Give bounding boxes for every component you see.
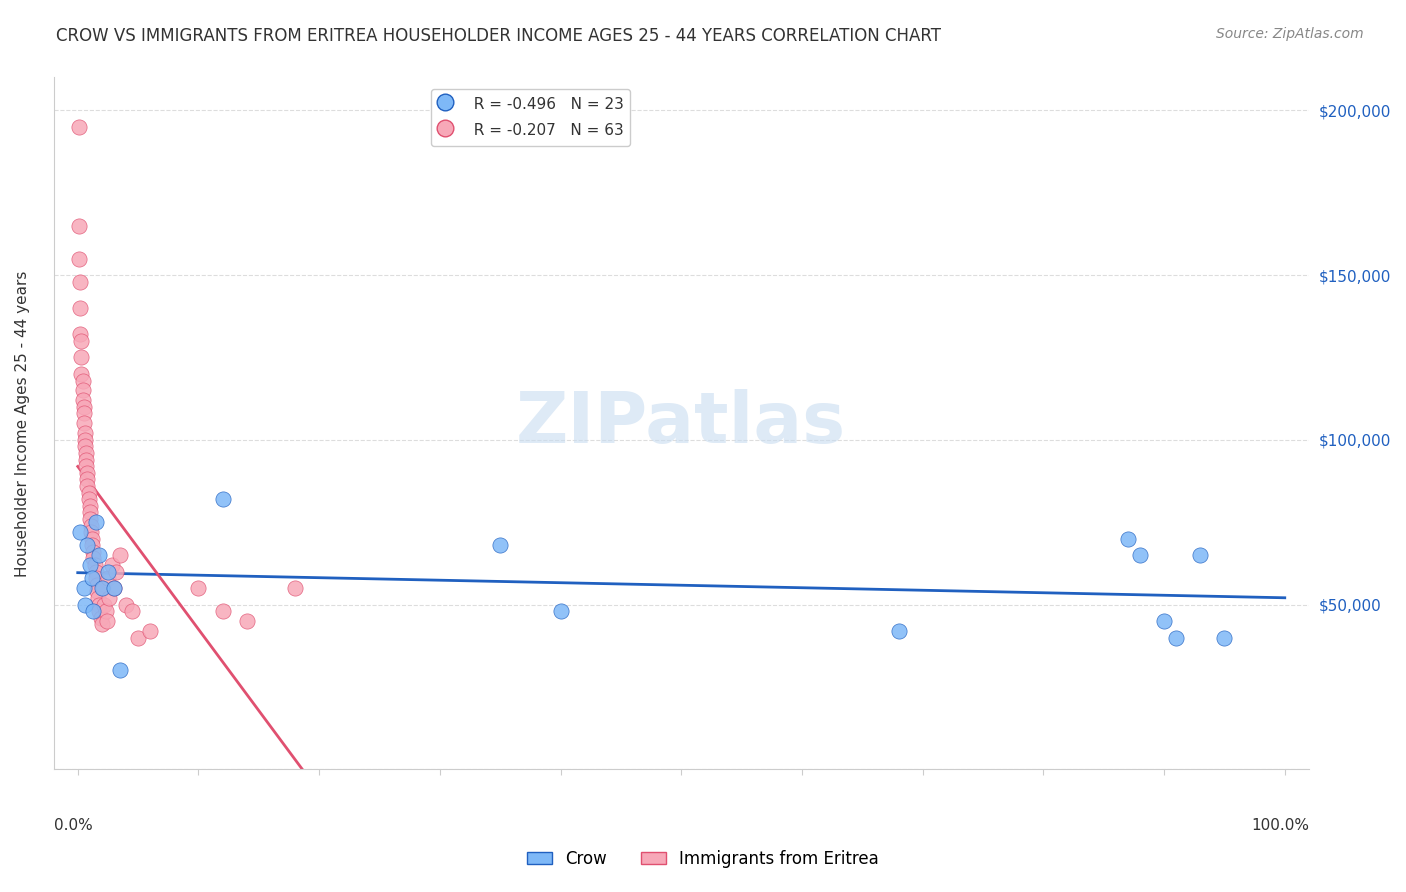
Point — [108, 664, 131, 678]
Point — [80, 525, 103, 540]
Point — [70, 334, 93, 348]
Point — [82, 571, 104, 585]
Point — [75, 446, 97, 460]
Point — [76, 466, 98, 480]
Point — [73, 581, 96, 595]
Point — [73, 400, 96, 414]
Point — [121, 604, 143, 618]
Point — [187, 581, 209, 595]
Point — [84, 571, 107, 585]
Point — [83, 558, 105, 572]
Legend:   R = -0.496   N = 23,   R = -0.207   N = 63: R = -0.496 N = 23, R = -0.207 N = 63 — [430, 88, 630, 145]
Point — [82, 545, 104, 559]
Point — [73, 426, 96, 441]
Point — [82, 532, 104, 546]
Point — [79, 499, 101, 513]
Point — [90, 617, 112, 632]
Point — [139, 624, 162, 638]
Point — [69, 275, 91, 289]
Point — [103, 581, 125, 595]
Point — [90, 611, 112, 625]
Point — [235, 614, 257, 628]
Point — [76, 472, 98, 486]
Point — [84, 515, 107, 529]
Point — [69, 301, 91, 315]
Point — [82, 604, 104, 618]
Point — [70, 367, 93, 381]
Point — [89, 604, 111, 618]
Point — [70, 351, 93, 365]
Point — [86, 578, 108, 592]
Text: ZIPatlas: ZIPatlas — [516, 389, 846, 458]
Point — [73, 417, 96, 431]
Point — [72, 374, 94, 388]
Point — [94, 604, 117, 618]
Text: CROW VS IMMIGRANTS FROM ERITREA HOUSEHOLDER INCOME AGES 25 - 44 YEARS CORRELATIO: CROW VS IMMIGRANTS FROM ERITREA HOUSEHOL… — [56, 27, 941, 45]
Point — [97, 571, 120, 585]
Point — [1166, 631, 1188, 645]
Text: 0.0%: 0.0% — [53, 818, 93, 833]
Point — [82, 551, 104, 566]
Point — [127, 631, 149, 645]
Point — [75, 459, 97, 474]
Point — [1213, 631, 1236, 645]
Point — [67, 120, 90, 134]
Point — [72, 384, 94, 398]
Point — [84, 565, 107, 579]
Point — [1129, 548, 1152, 562]
Point — [75, 452, 97, 467]
Point — [67, 219, 90, 233]
Point — [69, 525, 91, 540]
Point — [115, 598, 138, 612]
Point — [284, 581, 307, 595]
Point — [1116, 532, 1139, 546]
Point — [79, 512, 101, 526]
Point — [100, 558, 122, 572]
Point — [90, 581, 112, 595]
Y-axis label: Householder Income Ages 25 - 44 years: Householder Income Ages 25 - 44 years — [15, 270, 30, 576]
Point — [89, 548, 111, 562]
Point — [73, 407, 96, 421]
Point — [77, 492, 100, 507]
Point — [489, 538, 512, 552]
Point — [98, 591, 121, 605]
Point — [86, 584, 108, 599]
Point — [1189, 548, 1212, 562]
Text: 100.0%: 100.0% — [1251, 818, 1309, 833]
Point — [93, 598, 115, 612]
Point — [73, 598, 96, 612]
Point — [77, 485, 100, 500]
Point — [211, 604, 233, 618]
Point — [211, 492, 233, 507]
Text: Source: ZipAtlas.com: Source: ZipAtlas.com — [1216, 27, 1364, 41]
Point — [79, 505, 101, 519]
Point — [91, 581, 114, 595]
Point — [89, 598, 111, 612]
Point — [550, 604, 572, 618]
Point — [76, 538, 98, 552]
Point — [73, 439, 96, 453]
Point — [82, 538, 104, 552]
Point — [1153, 614, 1175, 628]
Point — [79, 558, 101, 572]
Point — [96, 614, 118, 628]
Point — [73, 433, 96, 447]
Point — [76, 479, 98, 493]
Point — [97, 565, 120, 579]
Point — [108, 548, 131, 562]
Point — [72, 393, 94, 408]
Legend: Crow, Immigrants from Eritrea: Crow, Immigrants from Eritrea — [520, 844, 886, 875]
Point — [103, 581, 125, 595]
Point — [87, 591, 110, 605]
Point — [67, 252, 90, 266]
Point — [80, 518, 103, 533]
Point — [887, 624, 910, 638]
Point — [69, 327, 91, 342]
Point — [105, 565, 128, 579]
